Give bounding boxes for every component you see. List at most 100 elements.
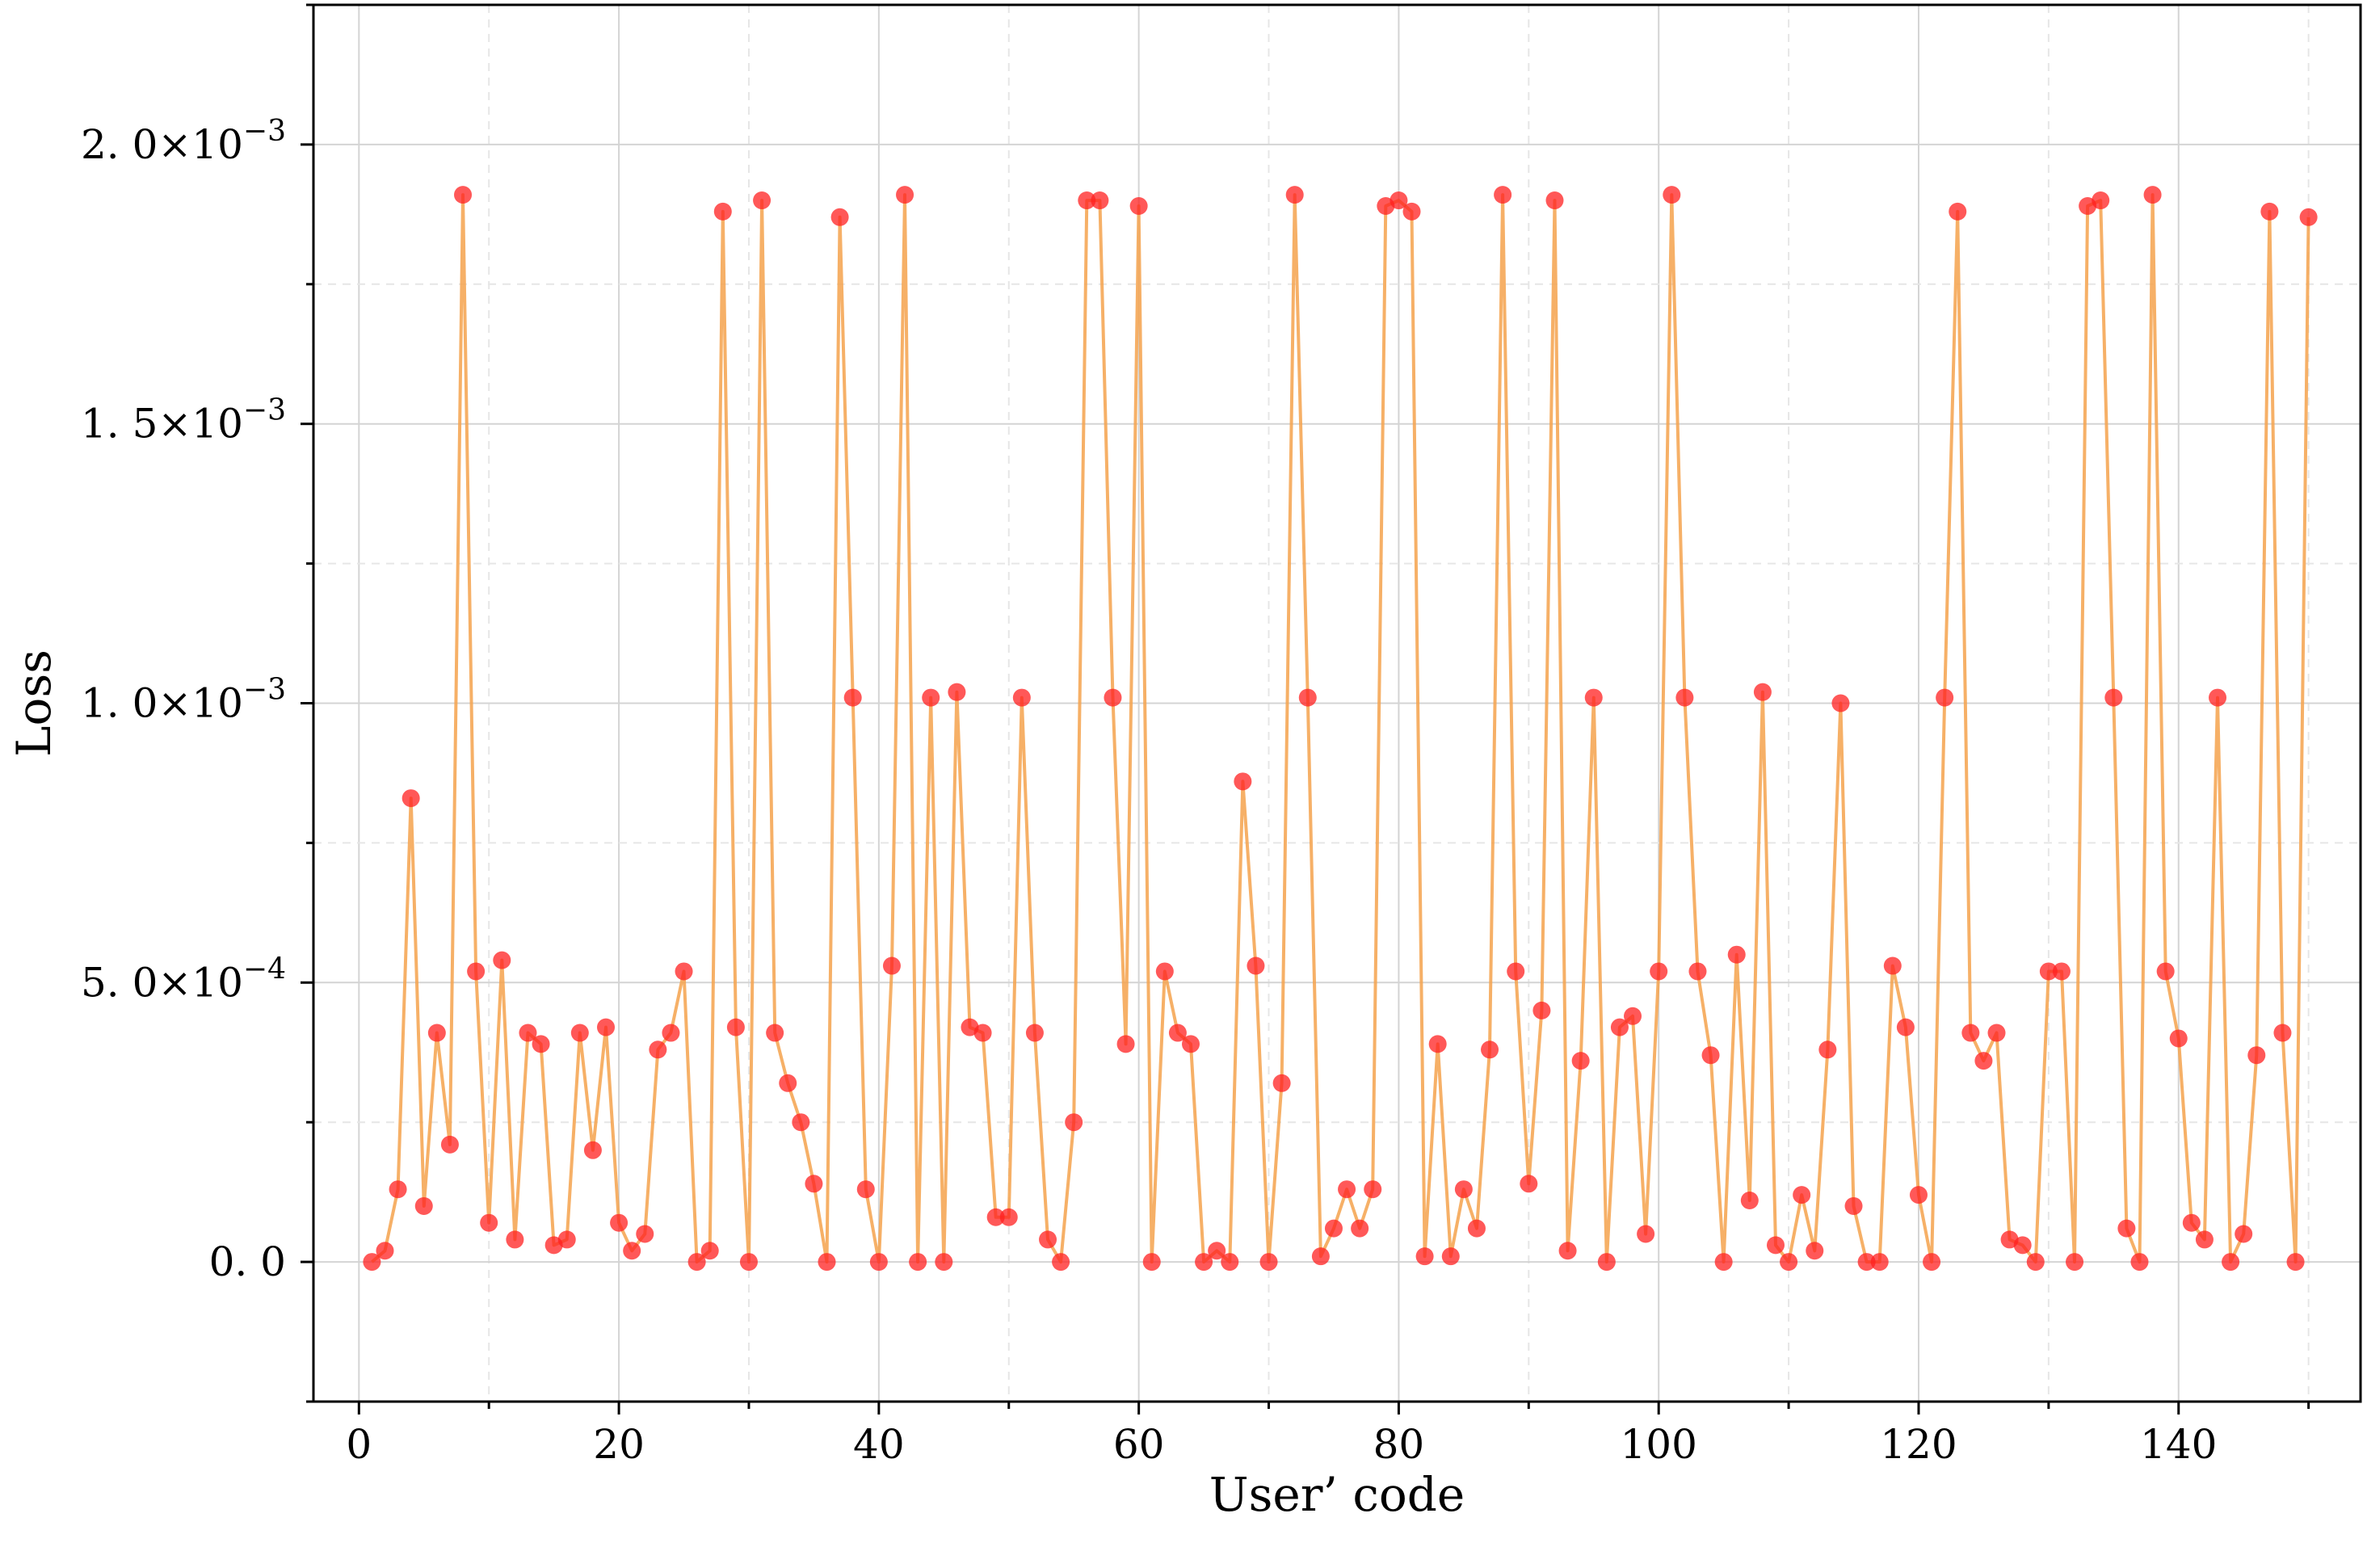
- data-point-132: [2066, 1253, 2084, 1272]
- data-point-10: [480, 1213, 498, 1232]
- data-point-61: [1142, 1253, 1161, 1272]
- data-point-13: [519, 1024, 537, 1042]
- data-point-129: [2026, 1253, 2045, 1272]
- data-point-121: [1923, 1253, 1941, 1272]
- x-tick-label-5: 100: [1620, 1421, 1696, 1468]
- data-point-67: [1221, 1253, 1239, 1272]
- data-point-9: [467, 962, 486, 981]
- data-point-117: [1870, 1253, 1889, 1272]
- data-point-24: [662, 1024, 680, 1042]
- data-point-72: [1285, 186, 1304, 204]
- data-point-50: [999, 1208, 1018, 1226]
- loss-series-markers: [363, 186, 2318, 1272]
- x-tick-label-2: 40: [853, 1421, 905, 1468]
- data-point-91: [1532, 1001, 1551, 1019]
- loss-series-line: [371, 193, 2310, 1264]
- data-point-90: [1520, 1175, 1538, 1193]
- data-point-5: [414, 1196, 433, 1215]
- data-point-33: [779, 1074, 797, 1092]
- data-point-99: [1637, 1225, 1655, 1243]
- x-tick-label-6: 120: [1880, 1421, 1957, 1468]
- data-point-25: [675, 962, 693, 981]
- data-point-140: [2169, 1029, 2188, 1048]
- data-point-29: [726, 1018, 745, 1036]
- data-point-8: [454, 186, 473, 204]
- data-point-42: [896, 186, 914, 204]
- data-point-49: [986, 1208, 1005, 1226]
- data-point-81: [1402, 202, 1421, 221]
- data-point-106: [1727, 945, 1746, 964]
- data-point-104: [1701, 1046, 1720, 1065]
- data-point-3: [389, 1180, 407, 1199]
- data-point-82: [1415, 1247, 1434, 1266]
- data-point-22: [636, 1225, 654, 1243]
- data-point-142: [2195, 1230, 2214, 1249]
- data-point-145: [2235, 1225, 2253, 1243]
- y-tick-label-3: 1. 5×10−3: [81, 394, 286, 448]
- data-point-139: [2156, 962, 2175, 981]
- data-point-120: [1909, 1186, 1928, 1204]
- data-point-84: [1441, 1247, 1460, 1266]
- data-point-51: [1012, 688, 1031, 707]
- data-point-60: [1129, 196, 1148, 215]
- data-point-141: [2182, 1213, 2201, 1232]
- x-tick-label-0: 0: [346, 1421, 372, 1468]
- data-point-134: [2092, 191, 2110, 210]
- data-point-109: [1767, 1236, 1785, 1255]
- data-point-118: [1883, 956, 1902, 975]
- data-point-1: [363, 1253, 381, 1272]
- data-point-123: [1949, 202, 1967, 221]
- data-point-73: [1298, 688, 1317, 707]
- data-point-65: [1195, 1253, 1213, 1272]
- data-point-77: [1351, 1219, 1369, 1238]
- x-tick-label-4: 80: [1373, 1421, 1425, 1468]
- data-point-98: [1624, 1007, 1642, 1025]
- data-point-80: [1390, 191, 1408, 210]
- data-point-17: [570, 1024, 589, 1042]
- y-tick-label-0: 0. 0: [209, 1238, 286, 1285]
- data-point-53: [1039, 1230, 1057, 1249]
- data-point-92: [1545, 191, 1564, 210]
- data-point-11: [493, 951, 511, 969]
- data-point-83: [1428, 1035, 1447, 1053]
- data-point-23: [649, 1040, 667, 1059]
- data-point-62: [1155, 962, 1174, 981]
- data-point-70: [1259, 1253, 1278, 1272]
- data-point-130: [2039, 962, 2058, 981]
- y-tick-labels: 0. 0 5. 0×10−4 1. 0×10−3 1. 5×10−3 2. 0×10−3: [81, 115, 286, 1285]
- data-point-45: [935, 1253, 953, 1272]
- y-tick-label-4: 2. 0×10−3: [81, 115, 286, 168]
- y-tick-label-1: 5. 0×10−4: [81, 952, 286, 1006]
- data-point-96: [1597, 1253, 1616, 1272]
- data-point-148: [2273, 1024, 2292, 1042]
- data-point-143: [2209, 688, 2227, 707]
- data-point-41: [882, 956, 901, 975]
- data-point-146: [2247, 1046, 2266, 1065]
- data-point-126: [1987, 1024, 2006, 1042]
- data-point-57: [1091, 191, 1109, 210]
- data-point-112: [1806, 1242, 1824, 1260]
- data-point-59: [1116, 1035, 1135, 1053]
- data-point-2: [376, 1242, 394, 1260]
- data-point-136: [2117, 1219, 2136, 1238]
- data-point-44: [922, 688, 940, 707]
- data-point-137: [2130, 1253, 2149, 1272]
- data-point-18: [583, 1141, 602, 1159]
- data-point-28: [713, 202, 732, 221]
- data-point-64: [1182, 1035, 1200, 1053]
- data-point-32: [766, 1024, 784, 1042]
- data-point-95: [1584, 688, 1603, 707]
- data-point-38: [843, 688, 862, 707]
- data-point-19: [597, 1018, 615, 1036]
- data-point-102: [1675, 688, 1694, 707]
- data-point-12: [506, 1230, 524, 1249]
- data-point-7: [440, 1135, 459, 1154]
- data-point-4: [402, 789, 420, 808]
- loss-series: [363, 186, 2318, 1272]
- data-point-105: [1714, 1253, 1733, 1272]
- data-point-107: [1740, 1192, 1759, 1210]
- data-point-101: [1663, 186, 1681, 204]
- data-point-35: [805, 1175, 823, 1193]
- data-point-69: [1247, 956, 1265, 975]
